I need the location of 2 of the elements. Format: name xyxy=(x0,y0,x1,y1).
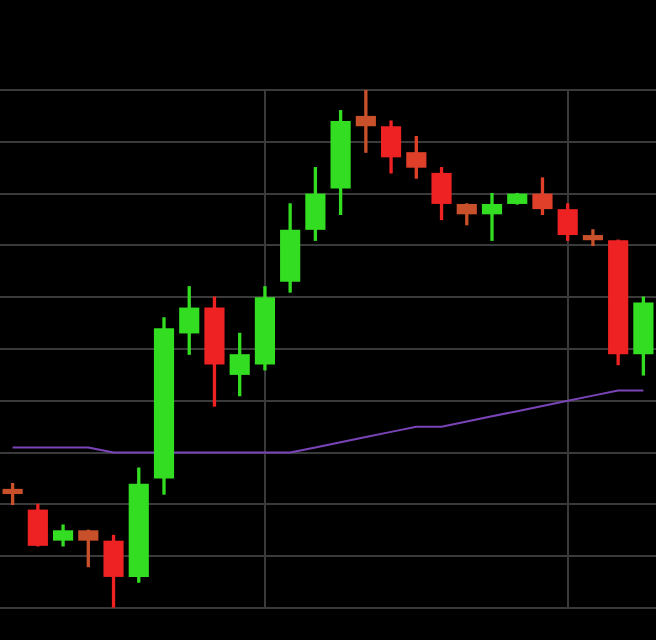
candlestick xyxy=(355,90,376,153)
candlestick xyxy=(481,192,503,241)
